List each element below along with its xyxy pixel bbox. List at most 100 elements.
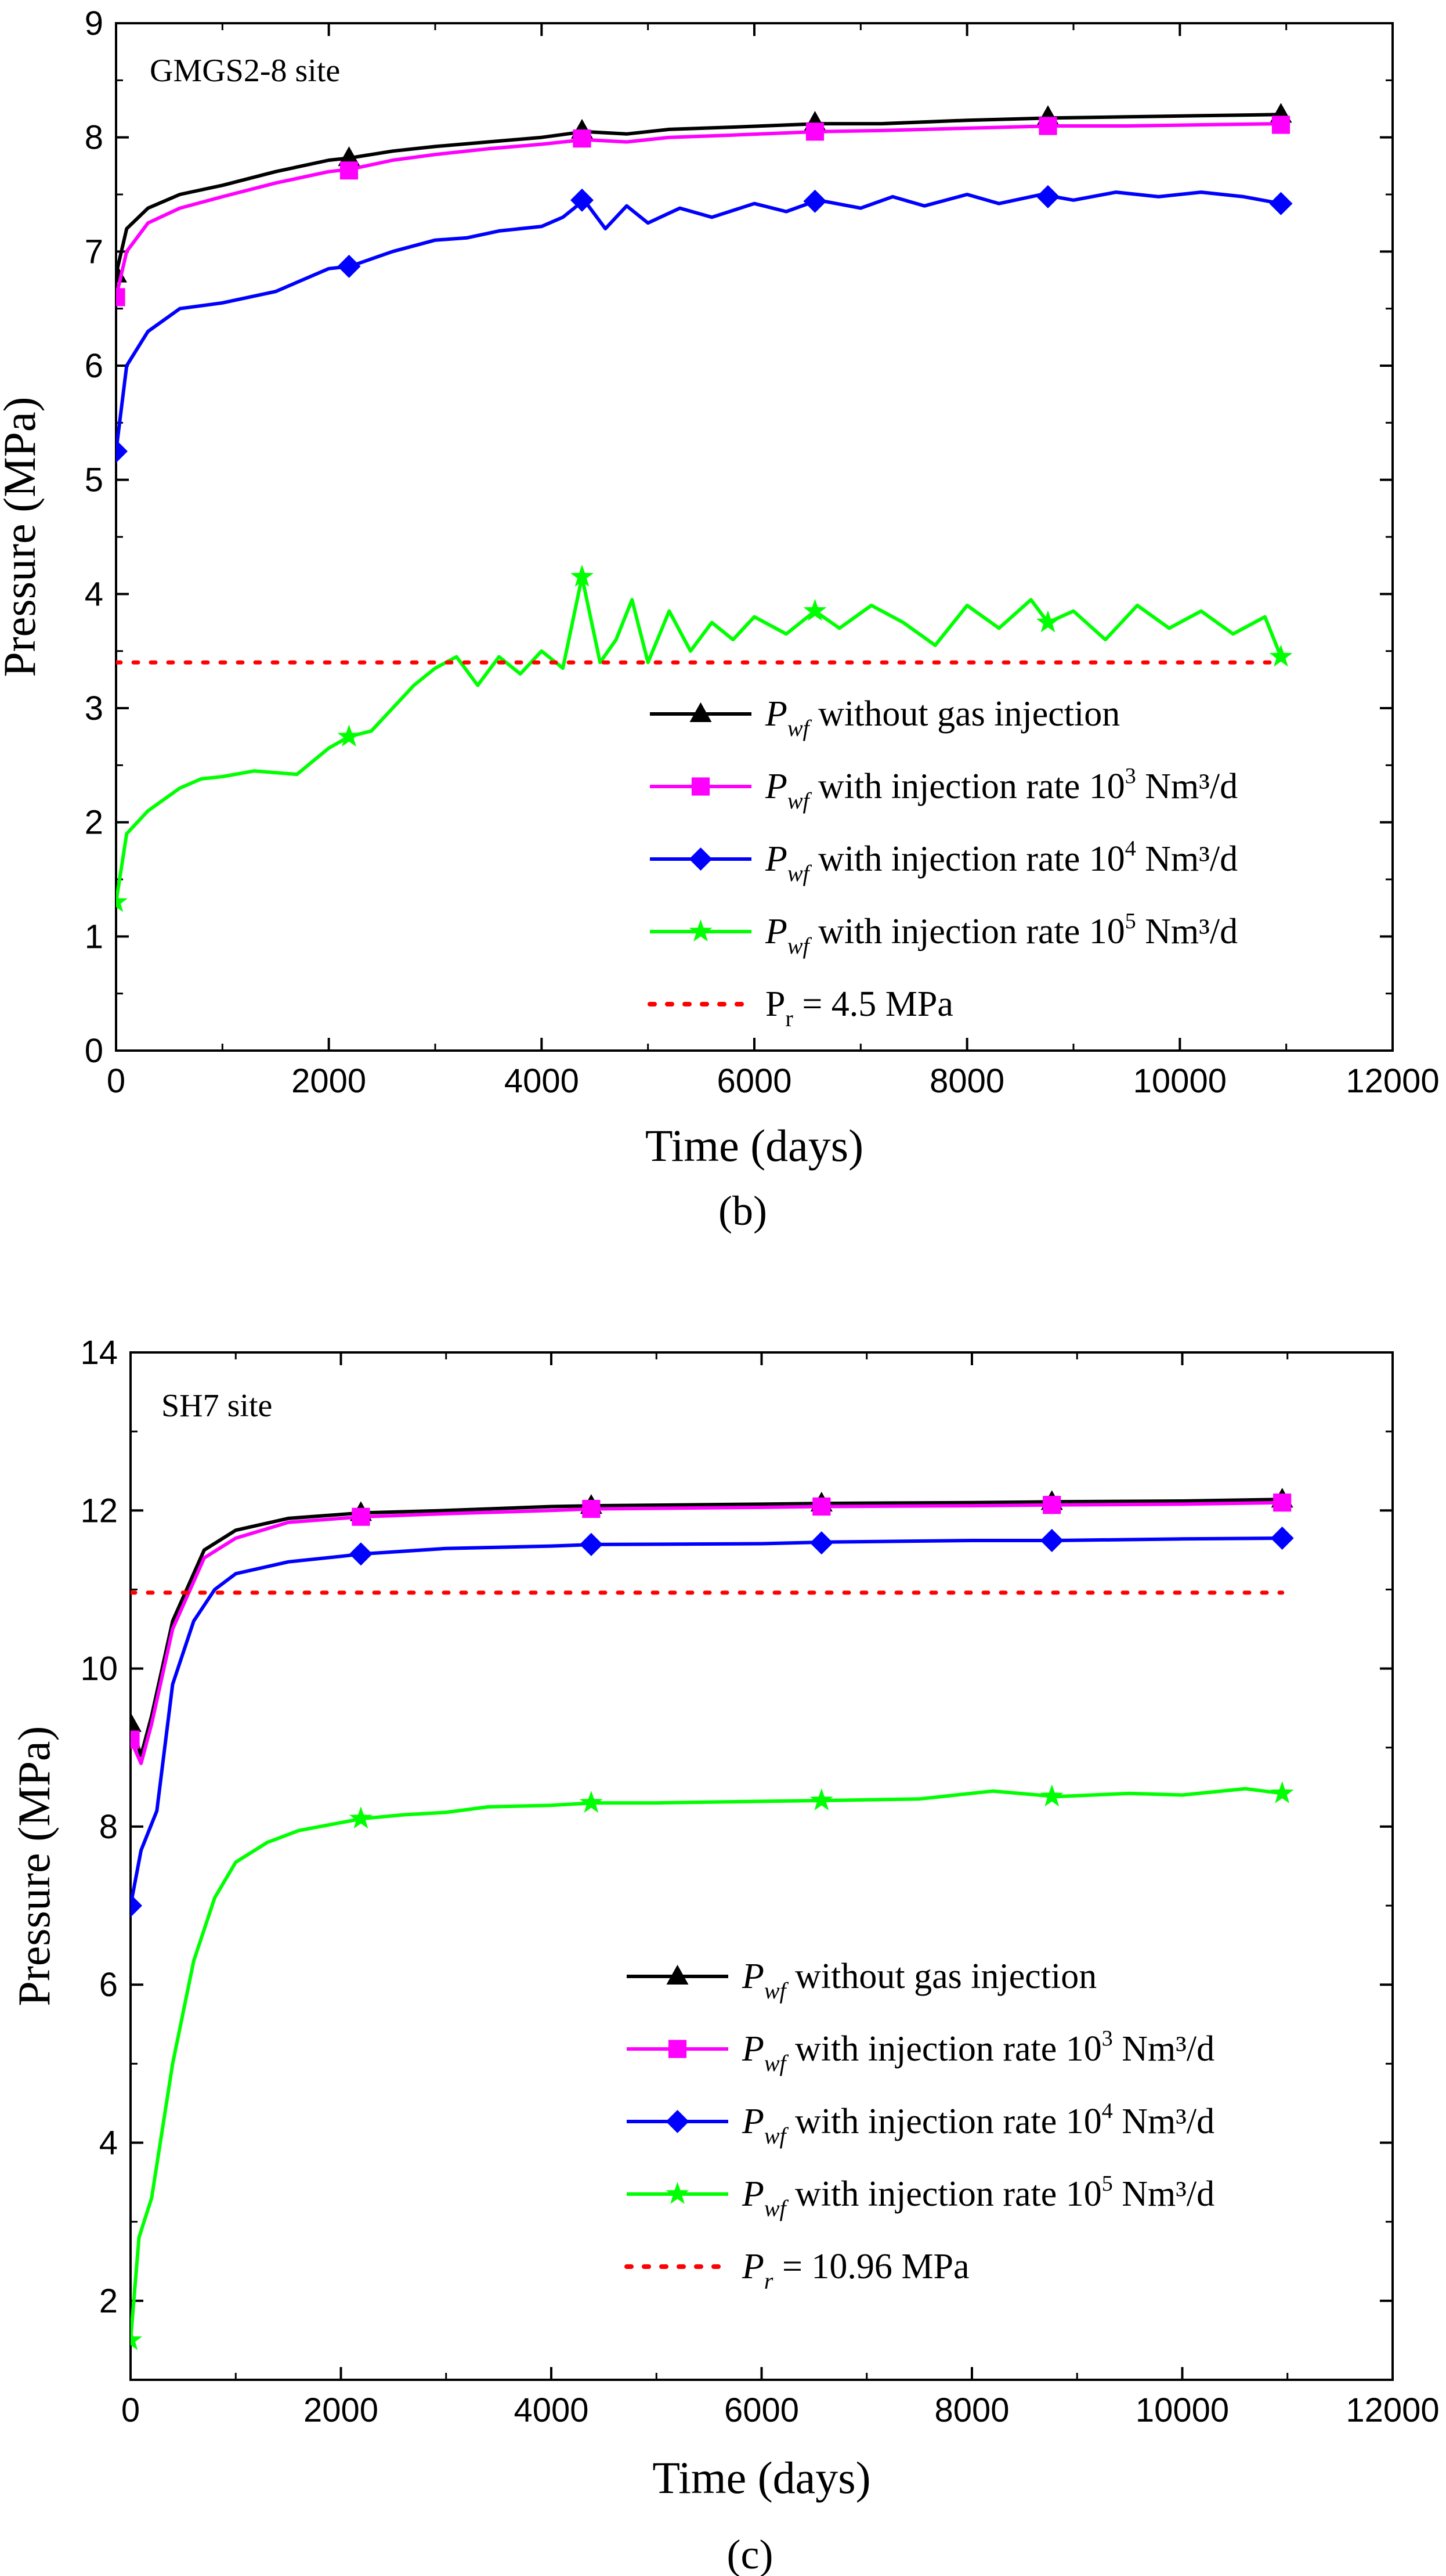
legend-label: Pr = 4.5 MPa <box>765 984 953 1031</box>
x-tick-label: 10000 <box>1133 1062 1227 1100</box>
data-point <box>349 1806 373 1829</box>
data-point <box>131 1712 142 1732</box>
legend-unit: Nm³/d <box>1136 767 1238 806</box>
data-point <box>1036 185 1060 208</box>
legend-text: with injection rate 10 <box>809 912 1125 951</box>
legend-symbol: P <box>742 1957 764 1996</box>
series-2 <box>116 116 1290 306</box>
legend-unit: Nm³/d <box>1113 2174 1214 2214</box>
x-tick-label: 10000 <box>1136 2391 1229 2429</box>
data-point <box>1269 192 1293 215</box>
series-line <box>131 1787 1283 2341</box>
series-2 <box>131 1493 1292 1765</box>
legend-subscript: wf <box>764 2195 789 2221</box>
legend-text: = 10.96 MPa <box>773 2247 969 2286</box>
x-tick-label: 8000 <box>934 2391 1009 2429</box>
data-point <box>352 1507 370 1526</box>
legend-label: Pwf with injection rate 105 Nm³/d <box>765 909 1238 959</box>
x-tick-label: 12000 <box>1346 2391 1439 2429</box>
x-tick-label: 4000 <box>514 2391 588 2429</box>
series-4 <box>116 564 1293 912</box>
x-axis-title: Time (days) <box>645 1120 863 1171</box>
legend-superscript: 4 <box>1102 2099 1113 2123</box>
data-point <box>809 1531 833 1555</box>
legend-text: with injection rate 10 <box>809 767 1125 806</box>
data-point <box>1270 1781 1294 1803</box>
y-tick-label: 2 <box>99 2282 118 2320</box>
y-tick-label: 9 <box>85 5 103 42</box>
legend-marker <box>666 1965 689 1985</box>
legend-superscript: 3 <box>1102 2026 1113 2051</box>
legend-text: with injection rate 10 <box>786 2102 1102 2141</box>
y-tick-label: 4 <box>99 2124 118 2162</box>
legend-symbol: P <box>765 912 787 951</box>
data-point <box>1036 610 1060 633</box>
y-tick-label: 2 <box>85 804 103 842</box>
legend-superscript: 5 <box>1125 909 1136 933</box>
legend-subscript: wf <box>787 788 812 814</box>
data-point <box>1269 644 1293 667</box>
legend-unit: Nm³/d <box>1113 2102 1214 2141</box>
legend-text: = 4.5 MPa <box>793 984 953 1024</box>
legend-symbol: P <box>765 984 785 1024</box>
series-4 <box>131 1781 1294 2350</box>
y-tick-label: 10 <box>80 1650 118 1688</box>
data-point <box>1270 1526 1294 1550</box>
legend-symbol: P <box>742 2102 764 2141</box>
data-point <box>337 254 361 278</box>
legend-superscript: 3 <box>1125 764 1136 788</box>
legend-label: Pwf with injection rate 103 Nm³/d <box>765 764 1238 814</box>
legend-unit: Nm³/d <box>1136 839 1238 879</box>
legend-symbol: P <box>765 839 787 879</box>
x-tick-label: 8000 <box>930 1062 1004 1100</box>
x-axis-title: Time (days) <box>652 2452 870 2503</box>
y-tick-label: 8 <box>85 119 103 157</box>
data-point <box>579 1532 603 1556</box>
data-point <box>338 146 360 167</box>
x-tick-label: 6000 <box>724 2391 799 2429</box>
data-point <box>339 161 359 180</box>
data-point <box>116 439 128 463</box>
legend-text: with injection rate 10 <box>786 2029 1102 2069</box>
data-point <box>1040 1529 1064 1553</box>
legend-subscript: wf <box>764 2050 789 2076</box>
legend-symbol: P <box>742 2247 764 2286</box>
x-tick-label: 2000 <box>303 2391 378 2429</box>
y-tick-label: 12 <box>80 1492 118 1529</box>
panel-caption: (b) <box>718 1188 767 1234</box>
legend-symbol: P <box>765 767 787 806</box>
y-tick-label: 8 <box>99 1808 118 1846</box>
y-axis-title: Pressure (MPa) <box>0 396 45 677</box>
legend-unit: Nm³/d <box>1136 912 1238 951</box>
data-point <box>116 288 125 306</box>
legend-subscript: wf <box>787 860 812 886</box>
legend-unit: Nm³/d <box>1113 2029 1214 2069</box>
data-point <box>131 1730 140 1749</box>
legend-text: with injection rate 10 <box>786 2174 1102 2214</box>
legend-subscript: wf <box>764 1978 789 2004</box>
series-line <box>116 113 1281 275</box>
y-tick-label: 4 <box>85 575 103 613</box>
legend-superscript: 4 <box>1125 836 1136 861</box>
data-point <box>579 1791 603 1813</box>
data-point <box>803 598 827 621</box>
y-tick-label: 3 <box>85 690 103 727</box>
site-label: GMGS2-8 site <box>150 53 340 89</box>
chart-panel-b: 0 2000 4000 6000 8000 10000 12000 0 1 2 3 4 5 6 7 8 9 Tim… <box>0 5 1440 1234</box>
legend-label: Pwf with injection rate 105 Nm³/d <box>742 2171 1214 2221</box>
x-tick-label: 2000 <box>291 1062 366 1100</box>
legend-marker <box>666 2110 689 2133</box>
data-point <box>570 188 594 212</box>
legend-subscript: wf <box>787 933 812 959</box>
series-line <box>116 190 1282 452</box>
chart-panel-c: 0 2000 4000 6000 8000 10000 12000 2 4 6 8 10 12 14 Tim… <box>9 1334 1440 2576</box>
y-tick-label: 7 <box>85 233 103 270</box>
legend-label: Pwf with injection rate 104 Nm³/d <box>765 836 1238 886</box>
legend-symbol: P <box>765 694 787 734</box>
data-point <box>573 129 591 148</box>
x-tick-label: 12000 <box>1346 1062 1439 1100</box>
data-point <box>337 724 361 747</box>
legend-subscript: wf <box>787 715 812 741</box>
data-point <box>809 1788 833 1810</box>
